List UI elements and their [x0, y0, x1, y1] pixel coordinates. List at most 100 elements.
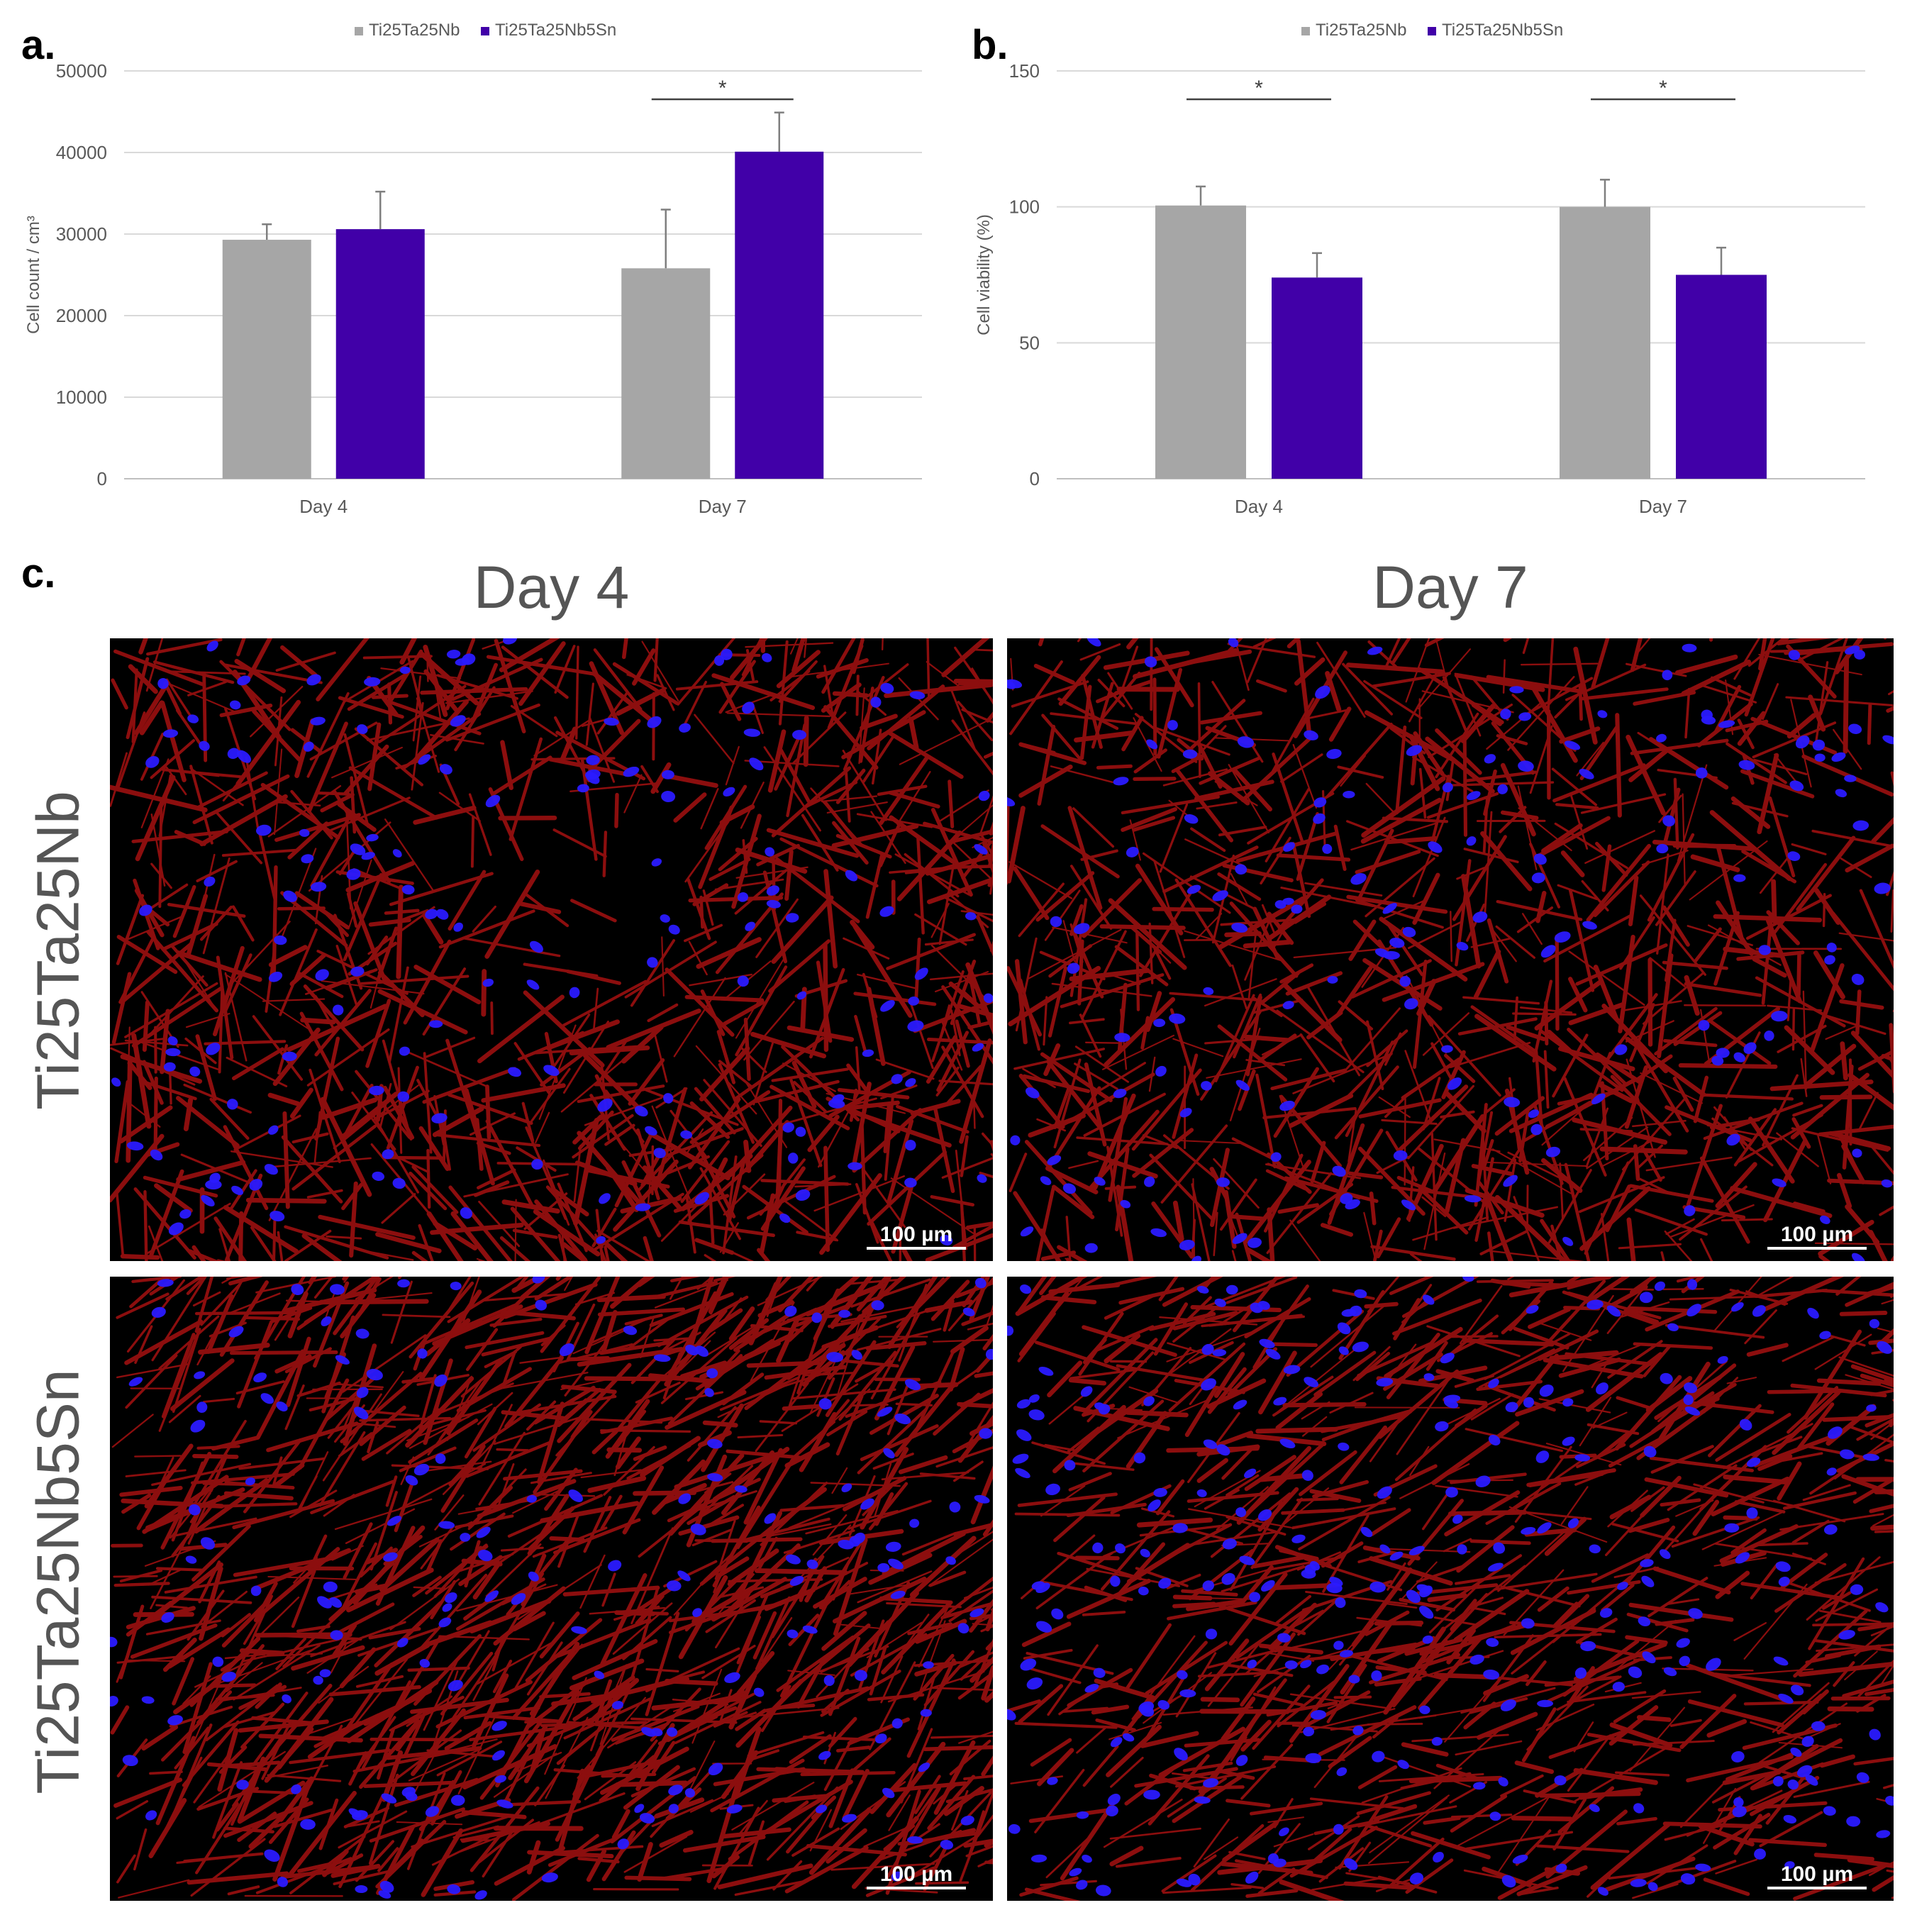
actin-fiber	[1706, 1719, 1747, 1738]
actin-fiber	[1299, 1033, 1335, 1083]
nucleus	[1376, 1377, 1394, 1387]
actin-fiber	[125, 1354, 178, 1409]
actin-fiber	[1759, 1811, 1823, 1848]
actin-fiber	[383, 1155, 444, 1160]
actin-fiber	[1693, 1483, 1765, 1504]
actin-fiber	[793, 1388, 871, 1458]
actin-fiber	[1754, 1277, 1794, 1298]
actin-fiber	[329, 1602, 395, 1639]
actin-fiber	[1548, 1729, 1626, 1760]
actin-fiber	[735, 1036, 824, 1100]
actin-fiber	[695, 1338, 775, 1391]
actin-fiber	[1421, 1196, 1447, 1218]
actin-fiber	[1276, 1009, 1365, 1074]
actin-fiber	[779, 1704, 816, 1709]
actin-fiber	[849, 1088, 858, 1122]
actin-fiber	[1636, 638, 1651, 654]
actin-fiber	[1646, 1844, 1708, 1885]
nucleus	[1393, 1150, 1408, 1161]
column-title-day4: Day 4	[473, 554, 630, 621]
actin-fiber	[1700, 1238, 1713, 1261]
actin-fiber	[641, 640, 679, 702]
nucleus	[1354, 1289, 1367, 1299]
actin-fiber	[338, 1432, 373, 1458]
actin-fiber	[1050, 765, 1113, 784]
nucleus	[1535, 1450, 1550, 1463]
actin-fiber	[198, 1343, 270, 1355]
nucleus	[1591, 1093, 1606, 1104]
actin-fiber	[1418, 767, 1427, 819]
actin-fiber	[854, 1014, 867, 1054]
actin-fiber	[1713, 1277, 1762, 1331]
actin-fiber	[1511, 1816, 1573, 1821]
actin-fiber	[866, 663, 909, 698]
actin-fiber	[591, 671, 659, 727]
actin-fiber	[1765, 1773, 1808, 1825]
nucleus	[888, 1558, 904, 1570]
nucleus	[1662, 815, 1675, 827]
actin-fiber	[430, 1580, 457, 1620]
actin-fiber	[748, 1820, 765, 1866]
actin-fiber	[862, 1169, 906, 1228]
nucleus	[1333, 1823, 1344, 1835]
actin-fiber	[784, 1845, 869, 1894]
actin-fiber	[358, 1716, 396, 1767]
actin-fiber	[760, 1482, 828, 1546]
actin-fiber	[670, 1277, 701, 1283]
actin-fiber	[1128, 1386, 1179, 1404]
actin-fiber	[472, 1403, 541, 1452]
actin-fiber	[237, 1811, 277, 1843]
actin-fiber	[709, 857, 751, 882]
nucleus	[1371, 1670, 1382, 1682]
nucleus	[1846, 1816, 1861, 1827]
actin-fiber	[187, 1589, 225, 1641]
actin-fiber	[499, 1236, 531, 1261]
nucleus	[1530, 1123, 1543, 1136]
actin-fiber	[403, 939, 452, 1025]
nucleus	[226, 1099, 238, 1110]
actin-fiber	[954, 1531, 993, 1557]
actin-fiber	[1644, 1477, 1729, 1498]
actin-fiber	[930, 807, 973, 897]
nucleus	[677, 1570, 691, 1582]
actin-fiber	[1558, 1357, 1621, 1378]
actin-fiber	[678, 1515, 740, 1536]
actin-fiber	[602, 831, 608, 877]
actin-fiber	[819, 1173, 882, 1255]
actin-fiber	[1435, 1763, 1479, 1781]
actin-fiber	[1258, 1350, 1297, 1415]
actin-fiber	[1126, 638, 1139, 650]
actin-fiber	[1838, 1356, 1894, 1377]
actin-fiber	[217, 1728, 239, 1792]
actin-fiber	[297, 972, 344, 999]
actin-fiber	[267, 1774, 342, 1782]
actin-fiber	[1474, 1014, 1557, 1072]
nucleus	[419, 1659, 430, 1668]
actin-fiber	[146, 1511, 191, 1532]
bar	[335, 229, 425, 479]
nucleus	[894, 1413, 911, 1425]
actin-fiber	[1726, 1377, 1757, 1384]
actin-fiber	[291, 1124, 377, 1191]
actin-fiber	[150, 739, 196, 779]
actin-fiber	[426, 1749, 501, 1758]
actin-fiber	[1366, 1029, 1408, 1067]
actin-fiber	[1520, 662, 1599, 666]
actin-fiber	[1711, 1117, 1774, 1167]
nucleus	[270, 1211, 285, 1222]
actin-fiber	[436, 1741, 503, 1777]
actin-fiber	[591, 1430, 618, 1455]
actin-fiber	[1408, 1166, 1415, 1222]
nucleus	[321, 1316, 332, 1326]
x-tick-label: Day 7	[699, 496, 747, 517]
actin-fiber	[1142, 852, 1231, 914]
actin-fiber	[158, 806, 163, 909]
nucleus	[357, 724, 368, 735]
actin-fiber	[613, 1159, 679, 1232]
actin-fiber	[1103, 1799, 1183, 1848]
actin-fiber	[1289, 1093, 1354, 1128]
nucleus	[1641, 1575, 1655, 1587]
actin-fiber	[1552, 1033, 1589, 1098]
actin-fiber	[572, 1764, 591, 1797]
nucleus	[323, 1581, 338, 1593]
